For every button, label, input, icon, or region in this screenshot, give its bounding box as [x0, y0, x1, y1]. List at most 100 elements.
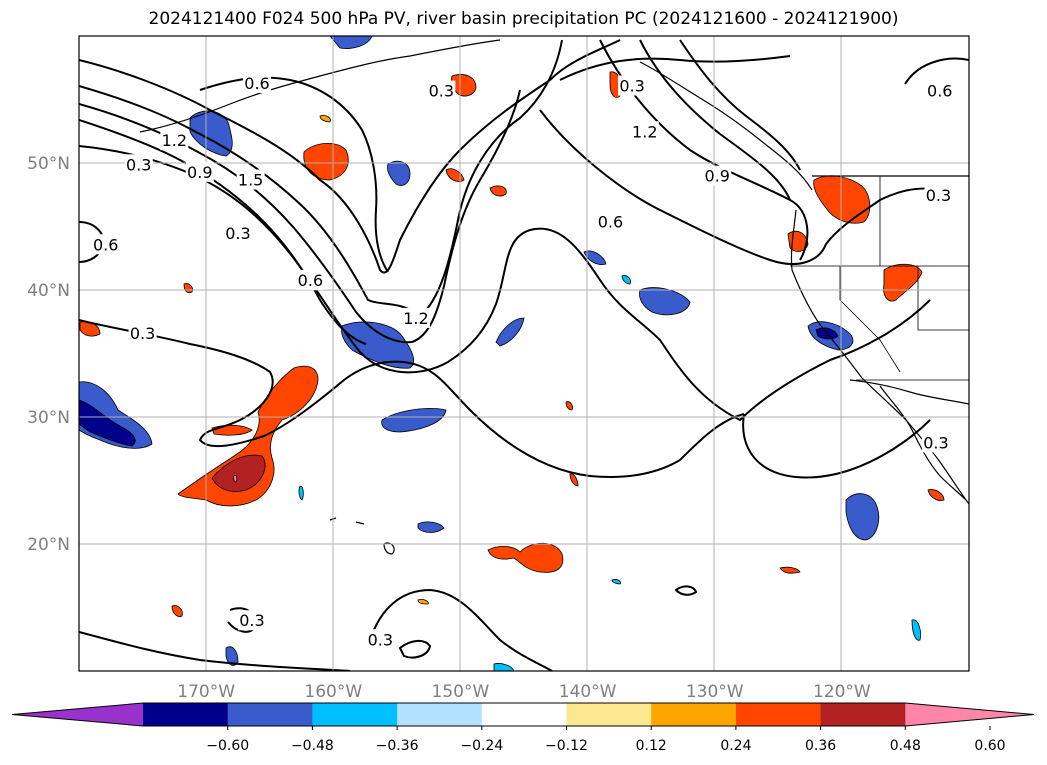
neg-precip-area	[611, 579, 621, 585]
pv-contour-label: 0.3	[126, 155, 151, 174]
us-west-coastline	[790, 209, 969, 505]
colorbar-segment	[227, 703, 313, 726]
pv-label-background	[124, 154, 153, 175]
colorbar-segment	[312, 703, 398, 726]
lon-tick-label: 150°W	[432, 682, 490, 702]
pv-contour	[79, 631, 351, 671]
pos-precip-core	[233, 475, 238, 483]
neg-precip-area	[621, 275, 631, 285]
pv-contour-label: 0.3	[429, 82, 454, 101]
pv-contour	[904, 57, 969, 85]
colorbar-tick-label: −0.12	[545, 738, 588, 754]
neg-precip-area	[381, 408, 447, 433]
neg-precip-area	[495, 317, 525, 347]
pv-label-background	[243, 72, 271, 93]
colorbar-tick-label: −0.48	[291, 738, 334, 754]
colorbar-tick-label: −0.60	[206, 738, 249, 754]
neg-precip-core	[79, 399, 136, 447]
colorbar-segment	[143, 703, 229, 726]
pos-precip-area	[183, 283, 193, 294]
precip-anomaly-layer	[79, 36, 945, 671]
colorbar-tick-label: −0.36	[376, 738, 419, 754]
pv-label-background	[91, 234, 120, 255]
pv-label-background	[128, 323, 157, 344]
alaska-panhandle-coastline	[639, 61, 813, 191]
map-frame	[78, 35, 970, 672]
neg-precip-area	[493, 663, 515, 671]
pos-precip-area	[417, 599, 429, 605]
colorbar-extend-low	[12, 703, 143, 726]
longitude-labels: 170°W 160°W 150°W 140°W 130°W 120°W	[177, 682, 871, 702]
pv-contour-label: 0.6	[298, 271, 323, 290]
pv-contour	[79, 89, 521, 344]
pv-label-background	[160, 130, 189, 151]
pv-contour-label: 0.3	[923, 433, 948, 452]
colorbar	[11, 702, 1035, 727]
neg-precip-area	[911, 619, 921, 641]
lat-tick-label: 20°N	[27, 535, 70, 555]
pos-precip-area	[609, 71, 621, 98]
pv-contour-label: 1.5	[238, 171, 263, 190]
pv-label-background	[630, 121, 659, 142]
pos-precip-core	[211, 454, 266, 492]
pv-contour	[369, 588, 553, 671]
lat-tick-label: 50°N	[27, 154, 70, 174]
pv-contour	[79, 39, 563, 318]
pv-contour	[79, 319, 745, 479]
pv-label-background	[921, 432, 950, 453]
neg-precip-area	[417, 521, 445, 533]
pv-contour	[742, 413, 931, 479]
pv-contour-label: 0.6	[598, 212, 623, 231]
colorbar-tick-label: −0.24	[460, 738, 503, 754]
pv-contour	[79, 39, 621, 274]
pos-precip-area	[171, 605, 183, 617]
pv-contour-label: 1.2	[632, 122, 657, 141]
pv-label-background	[924, 184, 953, 205]
alaska-coastline	[139, 39, 501, 133]
lat-tick-label: 30°N	[27, 408, 70, 428]
pv-label-background	[401, 307, 430, 328]
pv-contour-label: 0.3	[130, 324, 155, 343]
pv-contour-label: 0.3	[926, 186, 951, 205]
pos-precip-area	[927, 489, 945, 501]
figure-title: 2024121400 F024 500 hPa PV, river basin …	[148, 9, 899, 29]
pos-precip-area	[569, 473, 579, 487]
pv-contour	[559, 55, 791, 81]
pv-label-background	[366, 629, 395, 650]
lon-tick-label: 170°W	[177, 682, 235, 702]
latitude-labels: 50°N 40°N 30°N 20°N	[27, 154, 70, 555]
pv-label-background	[618, 75, 647, 96]
colorbar-segment	[481, 703, 567, 726]
pv-contour-label: 0.3	[619, 77, 644, 96]
hawaii-islands	[329, 517, 395, 555]
colorbar-tick-label: 0.60	[974, 738, 1005, 754]
colorbar-tick-label: 0.12	[636, 738, 667, 754]
colorbar-segment	[820, 703, 906, 726]
colorbar-segment	[651, 703, 737, 726]
pv-contour	[79, 119, 367, 345]
pv-contour-label: 1.2	[162, 131, 187, 150]
colorbar-segment	[397, 703, 483, 726]
lat-tick-label: 40°N	[27, 281, 70, 301]
neg-precip-area	[298, 485, 304, 501]
lon-tick-label: 140°W	[559, 682, 617, 702]
colorbar-extend-high	[905, 703, 1034, 726]
pv-contour	[639, 39, 791, 201]
neg-precip-area	[387, 160, 411, 186]
colorbar-tick-label: 0.36	[805, 738, 836, 754]
colorbar-tick-labels: −0.60 −0.48 −0.36 −0.24 −0.12 0.12 0.24 0.36 0.4…	[206, 726, 1006, 754]
neg-precip-area	[341, 321, 415, 369]
baja-coastline	[879, 385, 967, 501]
coastline-layer	[139, 39, 969, 555]
colorbar-segment	[735, 703, 822, 726]
pv-contour-label: 0.3	[225, 224, 250, 243]
colorbar-tick-label: 0.48	[890, 738, 921, 754]
pv-contour-label: 0.6	[93, 235, 118, 254]
neg-precip-area	[639, 287, 691, 316]
pos-precip-area	[445, 168, 465, 182]
pos-precip-area	[177, 365, 319, 507]
mexico-border	[849, 379, 969, 405]
pv-contour-label: 0.6	[244, 74, 269, 93]
colorbar-segment	[566, 703, 652, 726]
